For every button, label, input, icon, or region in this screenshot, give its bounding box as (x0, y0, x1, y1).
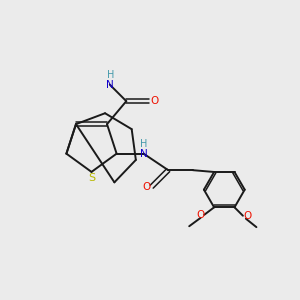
Text: O: O (150, 96, 158, 106)
Text: S: S (88, 173, 96, 184)
Text: H: H (140, 139, 147, 149)
Text: N: N (140, 149, 148, 159)
Text: O: O (243, 211, 251, 221)
Text: H: H (107, 70, 114, 80)
Text: N: N (106, 80, 114, 90)
Text: O: O (196, 210, 205, 220)
Text: O: O (142, 182, 150, 192)
